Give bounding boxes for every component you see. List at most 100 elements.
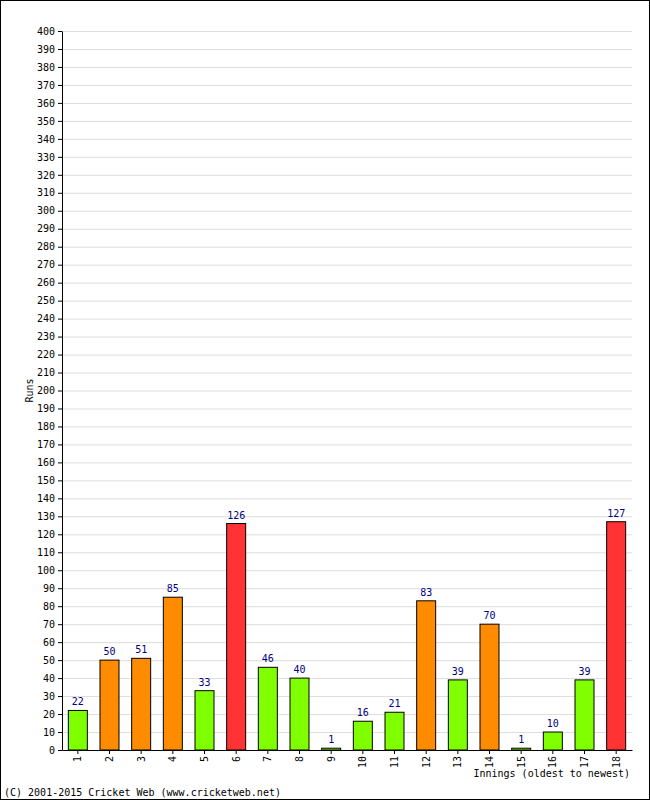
y-tick: 160 (37, 457, 62, 468)
bar (258, 667, 277, 750)
x-tick-label: 13 (452, 756, 463, 768)
x-tick-label: 11 (389, 756, 400, 768)
bars (68, 522, 625, 750)
y-tick-label: 390 (37, 44, 55, 55)
x-tick-label: 15 (516, 756, 527, 768)
grid-line (62, 193, 632, 194)
y-tick-mark (58, 31, 62, 32)
grid-line (62, 480, 632, 481)
x-tick-label: 10 (357, 756, 368, 768)
y-tick-mark (58, 660, 62, 661)
grid-line (62, 49, 632, 50)
y-axis-line (62, 32, 63, 751)
y-tick-label: 340 (37, 134, 55, 145)
y-tick-label: 320 (37, 170, 55, 181)
x-tick: 18 (611, 750, 622, 768)
data-label: 46 (262, 653, 274, 664)
bar (417, 601, 436, 750)
grid-line (62, 552, 632, 553)
x-tick-mark (204, 750, 205, 754)
y-tick-mark (58, 696, 62, 697)
x-tick-mark (426, 750, 427, 754)
y-tick: 300 (37, 205, 62, 216)
y-tick-mark (58, 714, 62, 715)
grid-line (62, 444, 632, 445)
data-label: 39 (578, 666, 590, 677)
y-tick: 110 (37, 547, 62, 558)
y-tick-label: 70 (43, 619, 55, 630)
bar (100, 660, 119, 750)
x-tick-label: 16 (547, 756, 558, 768)
grid-line (62, 570, 632, 571)
y-tick-label: 100 (37, 565, 55, 576)
y-tick: 220 (37, 349, 62, 360)
y-tick: 40 (43, 673, 62, 684)
y-tick-label: 290 (37, 223, 55, 234)
x-tick-mark (109, 750, 110, 754)
bar (385, 712, 404, 750)
y-tick-mark (58, 391, 62, 392)
grid-line (62, 301, 632, 302)
y-tick: 20 (43, 709, 62, 720)
x-tick-label: 17 (579, 756, 590, 768)
y-tick: 240 (37, 313, 62, 324)
y-tick-label: 0 (49, 745, 55, 756)
y-tick: 350 (37, 116, 62, 127)
y-tick-label: 230 (37, 331, 55, 342)
y-tick: 380 (37, 62, 62, 73)
data-label: 16 (357, 707, 369, 718)
data-label: 85 (167, 583, 179, 594)
grid-line (62, 606, 632, 607)
y-tick: 100 (37, 565, 62, 576)
y-tick-mark (58, 301, 62, 302)
y-tick: 250 (37, 295, 62, 306)
y-tick: 0 (49, 745, 62, 756)
grid-line (62, 462, 632, 463)
data-label: 50 (103, 646, 115, 657)
y-tick-label: 360 (37, 98, 55, 109)
y-tick-label: 280 (37, 241, 55, 252)
x-tick: 10 (357, 750, 368, 768)
bar (512, 748, 531, 750)
x-tick-mark (552, 750, 553, 754)
y-tick-label: 330 (37, 152, 55, 163)
y-tick: 280 (37, 241, 62, 252)
y-tick-label: 380 (37, 62, 55, 73)
y-tick-label: 170 (37, 439, 55, 450)
grid-line (62, 624, 632, 625)
y-tick-mark (58, 444, 62, 445)
x-tick-mark (331, 750, 332, 754)
x-tick-mark (77, 750, 78, 754)
annotation: (C) 2001-2015 Cricket Web (www.cricketwe… (4, 787, 281, 798)
data-label: 127 (607, 508, 625, 519)
grid-line (62, 408, 632, 409)
data-label: 22 (72, 696, 84, 707)
grid-line (62, 265, 632, 266)
y-tick-mark (58, 480, 62, 481)
y-tick: 390 (37, 44, 62, 55)
grid-line (62, 642, 632, 643)
data-label: 10 (547, 718, 559, 729)
y-tick: 30 (43, 691, 62, 702)
x-tick: 13 (452, 750, 463, 768)
y-tick: 270 (37, 259, 62, 270)
y-tick-mark (58, 570, 62, 571)
x-tick-label: 18 (611, 756, 622, 768)
y-tick-label: 310 (37, 187, 55, 198)
y-tick-label: 90 (43, 583, 55, 594)
bar (543, 732, 562, 750)
x-tick-mark (172, 750, 173, 754)
y-tick: 260 (37, 277, 62, 288)
y-tick-label: 130 (37, 511, 55, 522)
grid-line (62, 426, 632, 427)
y-tick-mark (58, 606, 62, 607)
x-tick-mark (584, 750, 585, 754)
y-tick-mark (58, 85, 62, 86)
x-tick-label: 2 (104, 756, 115, 762)
x-tick: 5 (199, 750, 210, 762)
x-tick-mark (394, 750, 395, 754)
y-tick: 70 (43, 619, 62, 630)
y-tick: 340 (37, 134, 62, 145)
y-tick-mark (58, 408, 62, 409)
chart: 0102030405060708090100110120130140150160… (0, 0, 650, 800)
